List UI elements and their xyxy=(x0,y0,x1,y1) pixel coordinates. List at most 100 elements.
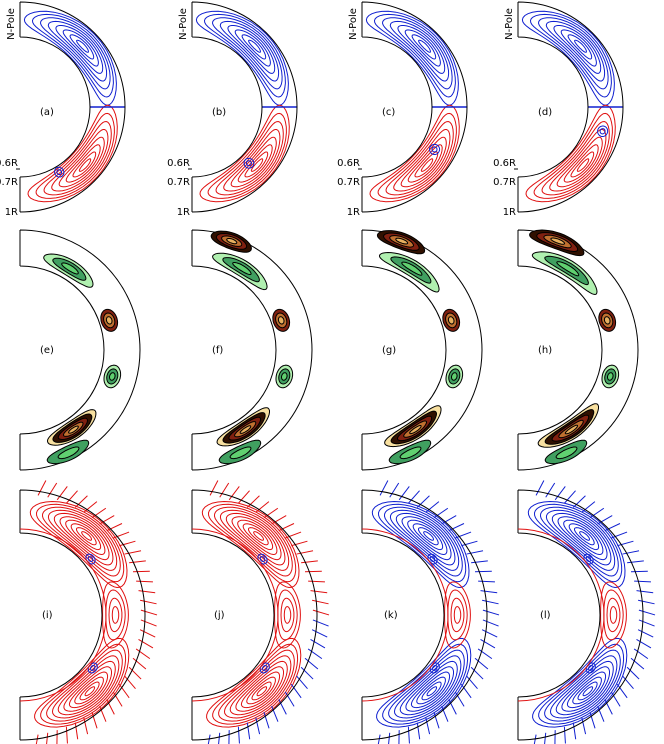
field-line xyxy=(432,665,438,671)
field-spike xyxy=(425,501,440,513)
field-spike xyxy=(480,590,498,594)
field-blob xyxy=(68,425,79,434)
panel-label: (k) xyxy=(384,610,398,621)
field-spike xyxy=(113,531,130,539)
field-spike xyxy=(271,515,287,525)
field-line xyxy=(407,519,448,556)
field-spike xyxy=(237,726,240,744)
field-line xyxy=(577,681,598,701)
field-blob xyxy=(57,446,80,460)
shell xyxy=(517,489,644,741)
field-spike xyxy=(389,482,400,498)
field-spike xyxy=(99,515,115,525)
field-spike xyxy=(91,712,98,729)
field-blob xyxy=(61,262,79,275)
field-spike xyxy=(480,638,496,649)
flow-contour xyxy=(237,144,273,183)
field-line xyxy=(34,637,130,728)
field-line xyxy=(450,597,465,633)
flow-contour xyxy=(250,158,264,172)
flow-contour xyxy=(385,120,454,196)
flow-contour xyxy=(404,29,441,67)
field-line xyxy=(59,516,110,561)
field-line xyxy=(376,637,472,728)
field-spike xyxy=(636,638,652,649)
field-line xyxy=(235,666,284,712)
field-spike xyxy=(124,550,142,555)
field-spike xyxy=(604,699,613,715)
field-line xyxy=(40,643,127,725)
field-spike xyxy=(564,490,576,504)
field-spike xyxy=(74,495,88,508)
field-blob xyxy=(531,251,598,296)
field-blob xyxy=(447,316,455,325)
field-line xyxy=(212,643,299,725)
shell xyxy=(19,489,146,741)
field-spike xyxy=(128,666,142,680)
field-line xyxy=(79,681,100,701)
field-line xyxy=(399,660,458,716)
field-blob xyxy=(239,425,252,434)
flow-contour xyxy=(227,25,276,74)
field-line xyxy=(201,500,300,589)
field-line xyxy=(609,606,618,624)
field-line xyxy=(240,671,281,709)
field-spike xyxy=(626,666,640,680)
panel-label: (j) xyxy=(214,610,225,621)
field-spike xyxy=(535,480,545,496)
field-spike xyxy=(408,490,420,504)
flow-contour xyxy=(420,158,434,172)
flow-contour xyxy=(35,112,115,199)
field-spike xyxy=(228,486,240,501)
base-line xyxy=(361,528,449,702)
field-line xyxy=(283,606,292,624)
field-line xyxy=(588,665,594,671)
shell xyxy=(517,1,624,213)
field-spike xyxy=(106,699,115,715)
axis-label: 0.7R xyxy=(0,177,18,188)
flow-contour xyxy=(382,17,453,90)
field-spike xyxy=(112,691,123,707)
field-spike xyxy=(308,580,325,583)
field-spike xyxy=(296,675,308,689)
field-spike xyxy=(255,501,270,513)
field-spike xyxy=(246,722,251,740)
field-spike xyxy=(398,486,410,501)
panel-label: (b) xyxy=(212,107,226,118)
flow-contour xyxy=(23,10,117,106)
field-line xyxy=(46,649,123,722)
field-line xyxy=(274,581,301,649)
flow-contour xyxy=(40,17,111,90)
flow-contour xyxy=(393,129,451,192)
field-line xyxy=(557,516,608,561)
field-line xyxy=(41,506,121,577)
flow-cell xyxy=(599,128,606,135)
field-spike xyxy=(448,699,457,715)
field-spike xyxy=(138,590,156,594)
field-spike xyxy=(132,570,150,573)
flow-contour xyxy=(563,144,599,183)
field-spike xyxy=(124,675,136,689)
field-line xyxy=(371,500,470,589)
field-spike xyxy=(140,609,158,616)
field-spike xyxy=(637,599,655,605)
field-spike xyxy=(478,580,495,583)
flow-contour xyxy=(212,17,283,90)
field-line xyxy=(395,512,456,566)
field-line xyxy=(102,581,129,649)
field-line xyxy=(218,649,295,722)
field-line xyxy=(574,527,595,546)
field-blob xyxy=(395,237,409,245)
panel-label: (l) xyxy=(540,610,551,621)
field-line xyxy=(538,643,625,725)
field-spike xyxy=(441,705,449,722)
axis-label: 0.6R xyxy=(493,158,516,169)
field-line xyxy=(81,531,92,541)
field-spike xyxy=(554,486,566,501)
field-spike xyxy=(610,691,621,707)
field-spike xyxy=(296,550,314,555)
field-line xyxy=(246,676,276,705)
flow-contour xyxy=(72,151,97,178)
field-spike xyxy=(140,619,157,627)
flow-contour xyxy=(47,20,108,82)
